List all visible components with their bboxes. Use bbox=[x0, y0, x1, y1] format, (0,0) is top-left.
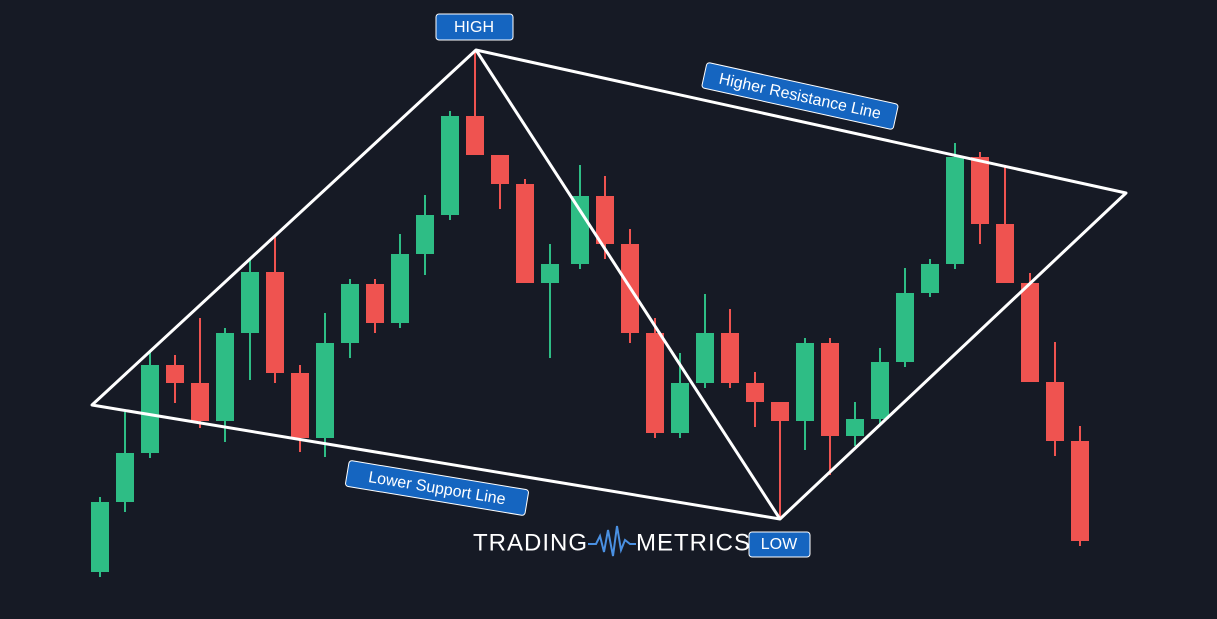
candle bbox=[971, 152, 989, 244]
candle bbox=[946, 143, 964, 269]
candle bbox=[116, 412, 134, 512]
candle bbox=[466, 52, 484, 155]
candle bbox=[216, 328, 234, 442]
candle bbox=[896, 268, 914, 367]
candle bbox=[821, 338, 839, 475]
logo: TRADING METRICS bbox=[473, 525, 751, 557]
candle bbox=[571, 165, 589, 269]
candle-body bbox=[596, 196, 614, 244]
label-box bbox=[701, 62, 899, 130]
candle bbox=[796, 338, 814, 450]
candle bbox=[166, 355, 184, 403]
candle bbox=[366, 279, 384, 333]
candle-body bbox=[771, 402, 789, 421]
candle-body bbox=[491, 155, 509, 184]
candle-body bbox=[796, 343, 814, 421]
candle bbox=[921, 259, 939, 297]
candle-body bbox=[721, 333, 739, 383]
candle bbox=[771, 402, 789, 520]
candle-body bbox=[1021, 283, 1039, 382]
candle bbox=[291, 365, 309, 452]
high-tag: HIGH bbox=[435, 13, 514, 41]
candle-body bbox=[516, 184, 534, 283]
candle bbox=[696, 294, 714, 388]
candle-body bbox=[846, 419, 864, 436]
candle bbox=[596, 176, 614, 259]
candle-body bbox=[996, 224, 1014, 283]
label-box bbox=[435, 13, 514, 41]
candle-body bbox=[646, 333, 664, 433]
candle bbox=[1021, 273, 1039, 382]
candle bbox=[391, 234, 409, 328]
candle bbox=[746, 372, 764, 427]
candle bbox=[141, 350, 159, 458]
candle bbox=[516, 179, 534, 283]
candle bbox=[1071, 426, 1089, 546]
low-label: LOW bbox=[761, 536, 798, 553]
line bbox=[474, 49, 782, 520]
candle-body bbox=[141, 365, 159, 453]
candle bbox=[996, 165, 1014, 283]
candle bbox=[316, 313, 334, 457]
candle-body bbox=[91, 502, 109, 572]
candle-body bbox=[266, 272, 284, 373]
candle-body bbox=[316, 343, 334, 438]
candle bbox=[541, 244, 559, 358]
line bbox=[90, 48, 1128, 521]
candle bbox=[441, 111, 459, 220]
candle bbox=[846, 402, 864, 446]
candle-body bbox=[571, 196, 589, 264]
candle-body bbox=[191, 383, 209, 421]
candle-body bbox=[241, 272, 259, 333]
low-tag: LOW bbox=[748, 531, 811, 558]
candle-body bbox=[696, 333, 714, 383]
candle-body bbox=[166, 365, 184, 383]
candle-body bbox=[1046, 382, 1064, 441]
candle-body bbox=[216, 333, 234, 421]
candle bbox=[646, 318, 664, 438]
candle-body bbox=[896, 293, 914, 362]
logo-left: TRADING bbox=[473, 529, 588, 556]
candle-body bbox=[921, 264, 939, 293]
candle bbox=[266, 235, 284, 383]
diamond-pattern bbox=[90, 48, 1128, 521]
candle-body bbox=[291, 373, 309, 438]
logo-right: METRICS bbox=[636, 529, 751, 556]
candle bbox=[341, 279, 359, 358]
candle-body bbox=[821, 343, 839, 436]
high-label: HIGH bbox=[454, 19, 494, 36]
candle-body bbox=[466, 116, 484, 155]
candle-body bbox=[671, 383, 689, 433]
candle-body bbox=[341, 284, 359, 343]
candle bbox=[241, 260, 259, 380]
label-box bbox=[748, 531, 811, 558]
candle-body bbox=[871, 362, 889, 419]
label-box bbox=[345, 460, 529, 516]
candle bbox=[721, 309, 739, 388]
candle-body bbox=[971, 157, 989, 224]
logo-wave bbox=[588, 525, 636, 557]
candle-body bbox=[116, 453, 134, 502]
candle bbox=[871, 348, 889, 424]
candle bbox=[1046, 342, 1064, 456]
candle-body bbox=[746, 383, 764, 402]
candle-body bbox=[416, 215, 434, 254]
candle bbox=[191, 318, 209, 428]
candle-body bbox=[441, 116, 459, 215]
candle-body bbox=[541, 264, 559, 283]
candle bbox=[91, 497, 109, 577]
candle-body bbox=[946, 157, 964, 264]
candle bbox=[491, 155, 509, 209]
candle bbox=[416, 195, 434, 275]
candle-body bbox=[366, 284, 384, 323]
candle-body bbox=[1071, 441, 1089, 541]
candle-body bbox=[391, 254, 409, 323]
